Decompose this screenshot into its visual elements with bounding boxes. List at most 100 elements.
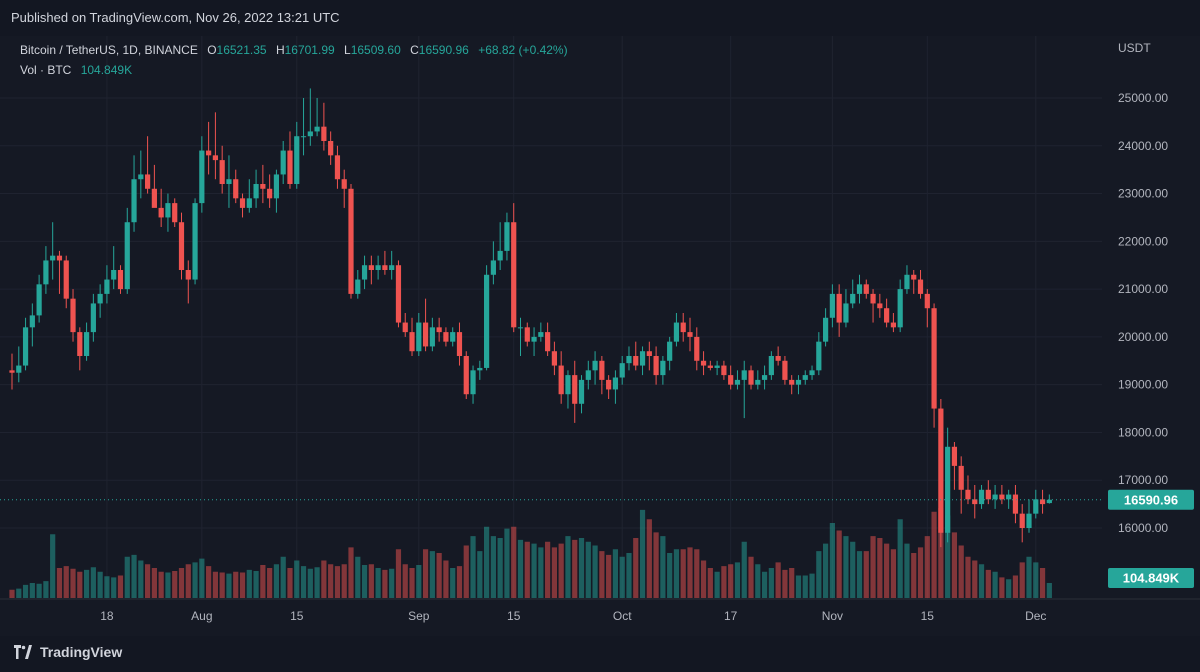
candle-body [924,293,930,309]
volume-bar [90,567,96,598]
candle-body [294,136,300,184]
candle-body [741,370,747,380]
volume-bar [551,547,557,598]
volume-bar [450,568,456,598]
candle-body [314,126,320,132]
volume-bar [50,534,56,598]
candle-body [328,141,334,156]
candles [9,88,1052,548]
axes: USDT 25000.00 24000.00 23000.00 22000.00 2100… [0,36,1200,636]
volume-bar [890,549,896,598]
last-price-badge [1108,489,1194,510]
y-tick-label: 17000.00 [1118,473,1168,487]
volume-bar [823,543,829,598]
tradingview-brand[interactable]: TradingView [12,644,122,660]
candle-body [456,332,463,356]
candle-body [355,279,361,294]
volume-bar [606,554,612,598]
candle-body [687,332,693,337]
candle-body [816,341,822,371]
candle-body [77,332,83,356]
candle-body [484,274,490,368]
price-chart[interactable]: USDT 25000.00 24000.00 23000.00 22000.00 2100… [0,36,1200,636]
volume-bar [619,556,625,598]
candle-body [931,308,937,409]
volume-bar [63,566,69,598]
high-label: H [275,43,285,57]
candle-body [782,360,788,380]
candlestick-plot[interactable]: USDT 25000.00 24000.00 23000.00 22000.00 2100… [0,36,1200,636]
candle-body [151,188,157,208]
volume-bar [382,569,388,598]
candle-body [199,150,205,204]
candle-body [158,207,164,218]
x-tick-label: Sep [408,609,430,623]
volume-bar [531,543,537,598]
candle-body [178,222,185,270]
candle-body [50,255,56,261]
candle-body [206,150,212,156]
volume-bar [558,543,564,598]
volume-bar [321,560,327,598]
candle-body [436,327,442,333]
volume-bar [612,549,619,598]
x-tick-label: 17 [724,609,738,623]
candle-body [192,203,198,280]
volume-bar [185,564,191,598]
price-axis-panel [1102,36,1200,636]
candle-body [9,370,15,373]
volume-bar [422,549,429,598]
volume-bar [29,583,35,598]
candle-body [477,367,483,371]
high-value: 16701.99 [284,43,335,57]
candle-body [70,298,76,333]
candle-body [789,379,795,385]
candle-body [361,265,368,280]
volume-bar [904,543,910,598]
volume-bar [429,551,435,598]
volume-bar [545,541,551,598]
volume-bar [22,584,29,598]
volume-bar [192,562,198,598]
candle-body [212,155,218,161]
volume-bar [782,569,788,598]
candle-body [16,365,22,373]
volume-bar [490,536,496,598]
volume-bar [375,568,381,598]
candle-body [667,341,673,361]
volume-bar [714,571,720,598]
volume-bar [728,564,734,598]
volume-bar [334,566,341,598]
volume-bar [273,564,280,598]
candle-body [734,379,741,385]
candle-body [1006,494,1012,500]
volume-bar [1033,562,1039,598]
candle-body [104,279,110,294]
close-label: C [410,43,419,57]
x-tick-label: 15 [921,609,935,623]
volume-bar [958,545,964,598]
volume-bar [884,543,890,598]
volume-bar [117,575,124,598]
candle-body [992,494,998,500]
candle-body [836,293,842,323]
volume-bar [477,551,483,598]
x-tick-label: Aug [191,609,212,623]
volume-bar [680,549,686,598]
volume-bar [253,571,259,598]
volume-bar [985,569,991,598]
volume-bar [504,528,510,598]
candle-body [131,179,137,223]
volume-bar [687,547,693,598]
volume-bar [897,519,903,598]
volume-bar [694,549,700,598]
candle-body [375,265,381,270]
volume-bar [361,565,368,598]
candle-body [660,360,666,376]
volume-bar [165,572,171,598]
candle-body [823,317,829,342]
candle-body [395,265,402,323]
candle-body [694,336,700,361]
close-value: 16590.96 [418,43,469,57]
low-label: L [344,43,351,57]
